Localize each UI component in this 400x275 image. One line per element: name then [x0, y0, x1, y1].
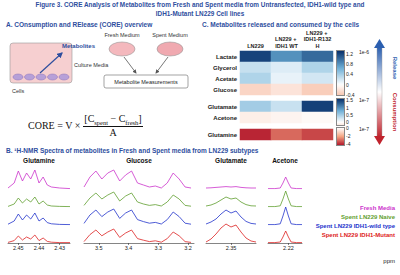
svg-text:2.43: 2.43 — [54, 245, 65, 251]
html-text:Glucose: Glucose — [126, 157, 152, 164]
svg-text:3.2: 3.2 — [184, 245, 192, 251]
html-text:C. Metabolites released and co: C. Metabolites released and consumed by … — [202, 21, 360, 28]
html-text:CORE = V ×: CORE = V × — [28, 119, 81, 131]
svg-text:Glycerol: Glycerol — [213, 65, 237, 71]
svg-text:Glutamine: Glutamine — [208, 132, 238, 138]
html-text:1.5: 1.5 — [346, 97, 353, 104]
svg-text:3.5: 3.5 — [95, 245, 103, 251]
svg-text:Spent Medium: Spent Medium — [152, 32, 188, 38]
html-text:B. ¹H-NMR Spectra of metabolit: B. ¹H-NMR Spectra of metabolites in Fres… — [6, 147, 259, 154]
svg-text:3.4: 3.4 — [125, 245, 133, 251]
html-text:Figure 3. CORE Analysis of Met: Figure 3. CORE Analysis of Metabolites f… — [35, 1, 365, 8]
svg-text:IDH1 WT: IDH1 WT — [275, 43, 298, 49]
html-text:1: 1 — [346, 104, 349, 111]
html-text:IDH1-Mutant LN229 Cell lines: IDH1-Mutant LN229 Cell lines — [155, 9, 245, 17]
html-text:Spent LN229 IDH1-wild type: Spent LN229 IDH1-wild type — [315, 223, 395, 229]
svg-text:Acetone: Acetone — [213, 115, 237, 121]
svg-text:2.45: 2.45 — [13, 245, 24, 251]
svg-text:2.44: 2.44 — [34, 245, 45, 251]
html-text:0: 0 — [346, 81, 349, 88]
svg-text:Release: Release — [392, 57, 398, 80]
html-text:Spent LN229 IDH1-Mutant: Spent LN229 IDH1-Mutant — [321, 232, 395, 238]
html-text:Fresh Media: Fresh Media — [360, 205, 395, 211]
svg-text:Glucose: Glucose — [213, 87, 237, 93]
html-text:Glutamate: Glutamate — [215, 157, 247, 164]
svg-text:Fresh Medium: Fresh Medium — [104, 32, 140, 38]
html-text:0: 0 — [346, 125, 349, 131]
html-text:1e-7: 1e-7 — [359, 126, 369, 132]
html-text:-0.4: -0.4 — [346, 92, 355, 98]
svg-text:H: H — [316, 43, 320, 49]
svg-text:LN229: LN229 — [247, 43, 264, 49]
html-text:ppm: ppm — [383, 258, 395, 264]
svg-text:2.35: 2.35 — [226, 245, 237, 251]
svg-text:Lactate: Lactate — [216, 54, 238, 60]
svg-text:Culture Media: Culture Media — [74, 62, 109, 68]
html-text:1.2: 1.2 — [346, 50, 353, 57]
html-text:Spent LN229 Naive: Spent LN229 Naive — [341, 214, 395, 220]
html-text:A: A — [109, 126, 117, 138]
html-text:0: 0 — [346, 119, 349, 126]
html-text:A. COnsumption and RElease (CO: A. COnsumption and RElease (CORE) overvi… — [6, 21, 153, 28]
svg-text:Metabolite Measurements: Metabolite Measurements — [114, 79, 178, 85]
svg-text:3.3: 3.3 — [154, 245, 162, 251]
svg-text:Glutamate: Glutamate — [208, 104, 238, 110]
svg-text:Metabolites: Metabolites — [62, 43, 96, 49]
svg-text:Acetate: Acetate — [215, 76, 237, 82]
svg-text:LN229 +: LN229 + — [306, 30, 329, 36]
svg-text:IDH1-R132: IDH1-R132 — [304, 36, 332, 42]
html-text:0.5: 0.5 — [346, 111, 353, 118]
html-text:[Cspent− Cfresh]: [Cspent− Cfresh] — [84, 112, 142, 126]
html-text:Acetone: Acetone — [272, 157, 298, 164]
html-text:1e-6: 1e-6 — [359, 49, 369, 55]
html-text:1e-7: 1e-7 — [359, 97, 369, 103]
html-text:0.4: 0.4 — [346, 71, 353, 78]
html-text:Glutamine: Glutamine — [23, 157, 55, 164]
svg-text:LN229 +: LN229 + — [275, 36, 298, 42]
html-text:-2: -2 — [346, 133, 351, 140]
html-text:0.8: 0.8 — [346, 60, 353, 67]
html-text:-4: -4 — [346, 141, 351, 148]
svg-text:2.22: 2.22 — [283, 245, 294, 251]
svg-text:Cells: Cells — [12, 88, 24, 94]
svg-text:Consumption: Consumption — [392, 93, 398, 132]
